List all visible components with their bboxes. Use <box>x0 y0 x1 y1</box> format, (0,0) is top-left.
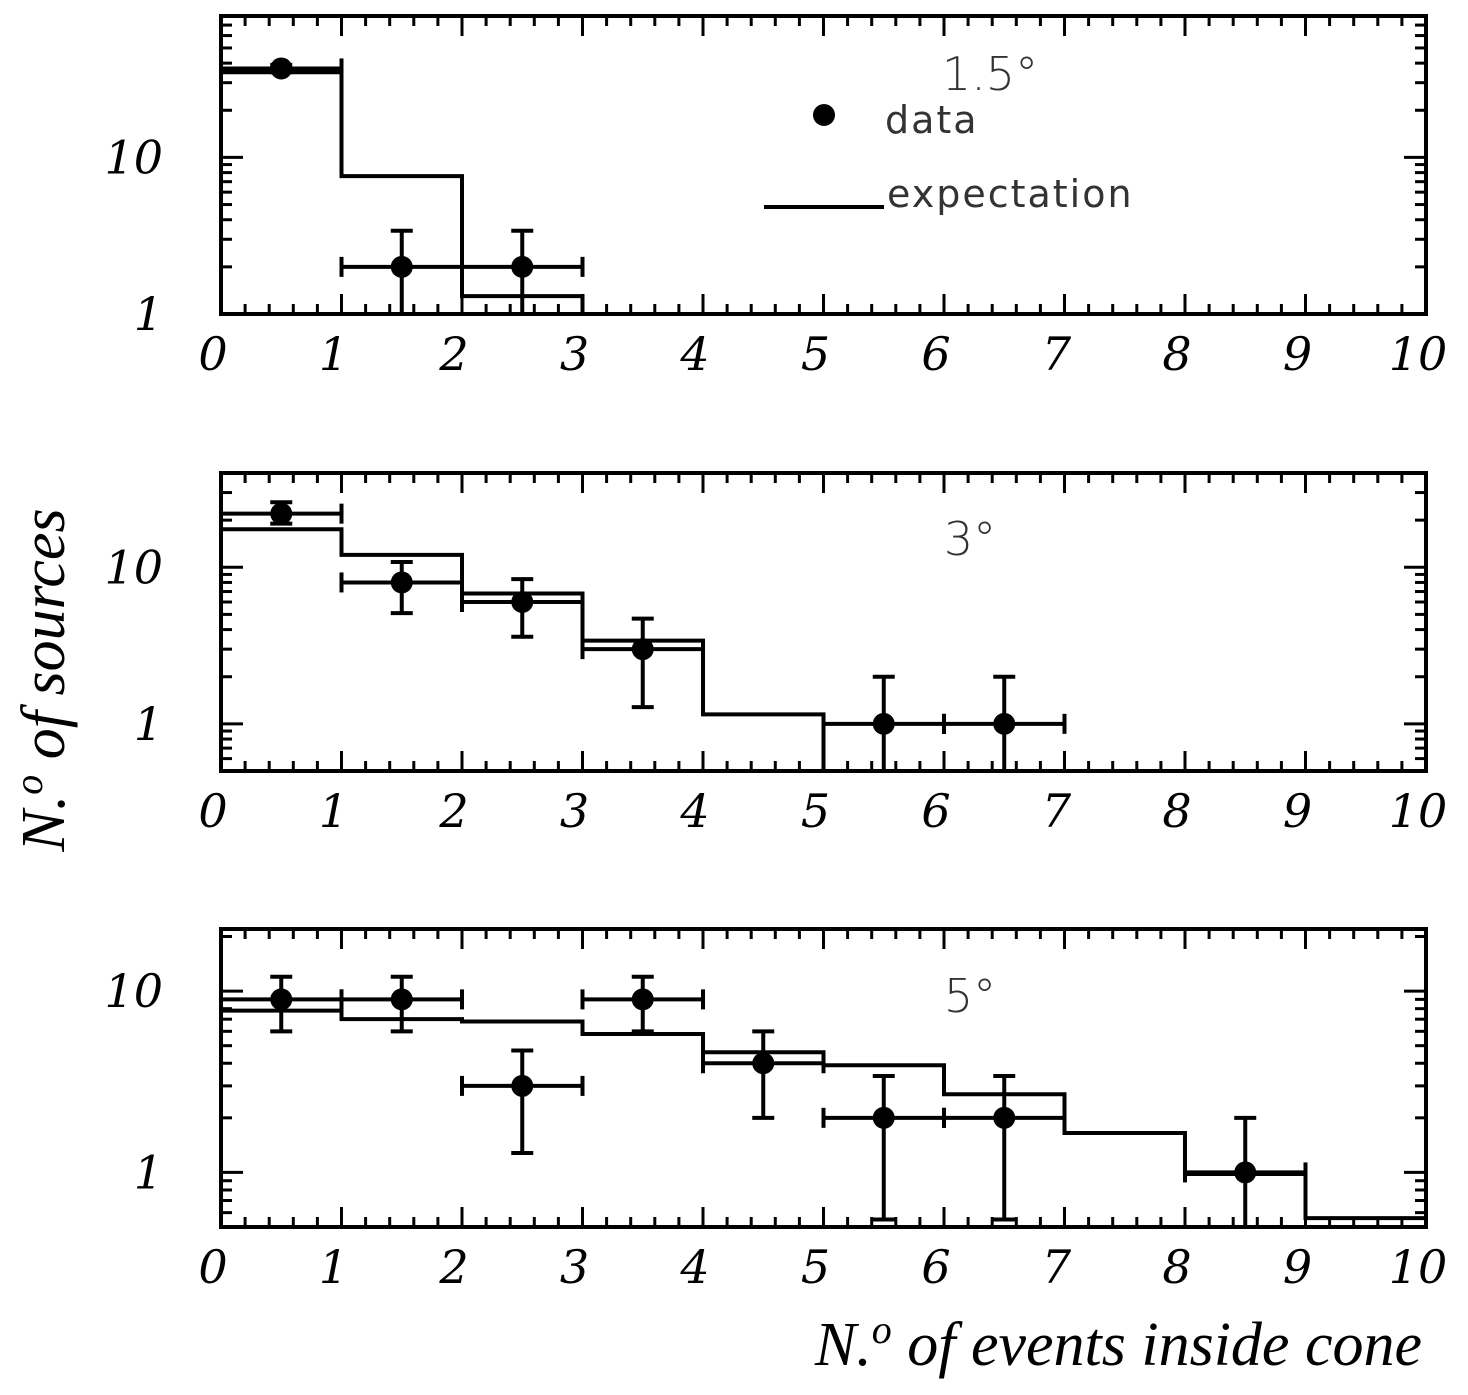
data-point <box>1183 1115 1308 1227</box>
data-marker <box>511 591 534 614</box>
data-point <box>219 500 344 526</box>
data-marker <box>270 502 293 525</box>
x-tick-label: 9 <box>1283 1240 1312 1294</box>
legend-data-label: data <box>885 98 979 142</box>
x-tick-label: 8 <box>1162 327 1191 381</box>
data-marker <box>390 988 413 1011</box>
legend-data-marker <box>813 104 835 126</box>
data-point <box>580 974 705 1034</box>
data-point <box>460 1048 585 1155</box>
x-tick-label: 4 <box>679 1240 709 1294</box>
data-point <box>339 974 464 1034</box>
data-marker <box>390 255 413 278</box>
data-marker <box>993 712 1016 735</box>
data-marker <box>752 1052 775 1075</box>
data-point <box>339 560 464 616</box>
x-tick-label: 1 <box>319 327 348 381</box>
data-point <box>821 1074 946 1222</box>
x-tick-label: 3 <box>560 784 589 838</box>
data-point <box>219 57 344 80</box>
data-point <box>821 674 946 771</box>
x-tick-label: 0 <box>198 1240 227 1294</box>
y-tick-label: 10 <box>104 130 163 184</box>
y-axis-title-main: N. <box>10 795 78 853</box>
x-tick-label: 6 <box>921 327 950 381</box>
x-tick-label: 6 <box>921 1240 950 1294</box>
x-tick-label: 8 <box>1162 784 1191 838</box>
data-marker <box>1234 1161 1257 1184</box>
y-ticks <box>221 14 1426 316</box>
legend: data expectation <box>764 98 1134 216</box>
x-tick-label: 6 <box>921 784 950 838</box>
x-tick-label: 4 <box>679 327 709 381</box>
y-axis-title: N.o of sources <box>6 508 78 852</box>
x-axis-title-sup: o <box>872 1307 892 1352</box>
x-tick-label: 2 <box>438 784 468 838</box>
y-axis-title-sup: o <box>6 775 51 795</box>
x-ticks <box>219 16 1428 314</box>
y-tick-label: 10 <box>104 964 163 1018</box>
x-tick-label: 10 <box>1389 327 1448 381</box>
data-marker <box>631 638 654 661</box>
data-marker <box>270 988 293 1011</box>
x-axis-title-rest: of events inside cone <box>892 1311 1422 1379</box>
data-marker <box>993 1106 1016 1129</box>
data-marker <box>511 255 534 278</box>
data-point <box>460 228 585 314</box>
x-tick-label: 10 <box>1389 784 1448 838</box>
x-tick-label: 8 <box>1162 1240 1191 1294</box>
data-marker <box>872 1106 895 1129</box>
data-point <box>339 228 464 314</box>
data-marker <box>270 57 293 80</box>
x-tick-label: 10 <box>1389 1240 1448 1294</box>
x-tick-label: 1 <box>319 1240 348 1294</box>
y-ticks <box>221 935 1426 1229</box>
data-marker <box>511 1074 534 1097</box>
x-axis-title-main: N. <box>814 1311 872 1379</box>
data-marker <box>390 571 413 594</box>
x-ticks <box>219 929 1428 1227</box>
legend-expectation-label: expectation <box>887 172 1134 216</box>
data-point <box>701 1029 826 1120</box>
data-marker <box>872 712 895 735</box>
data-point <box>460 577 585 639</box>
x-tick-label: 7 <box>1042 1240 1072 1294</box>
x-tick-label: 7 <box>1042 784 1072 838</box>
data-point <box>942 674 1067 771</box>
x-tick-label: 1 <box>319 784 348 838</box>
x-tick-label: 3 <box>560 327 589 381</box>
cone-angle-label: 5° <box>944 969 996 1023</box>
y-tick-label: 1 <box>134 1145 163 1199</box>
y-tick-label: 10 <box>104 540 163 594</box>
x-tick-label: 5 <box>801 327 830 381</box>
x-tick-label: 0 <box>198 784 227 838</box>
x-tick-label: 5 <box>801 784 830 838</box>
x-axis-title: N.o of events inside cone <box>814 1307 1422 1379</box>
x-tick-label: 9 <box>1283 784 1312 838</box>
y-axis-title-rest: of sources <box>10 508 78 774</box>
x-tick-label: 0 <box>198 327 227 381</box>
x-tick-label: 7 <box>1042 327 1072 381</box>
x-tick-label: 5 <box>801 1240 830 1294</box>
x-tick-label: 2 <box>438 327 468 381</box>
y-tick-label: 1 <box>134 697 163 751</box>
cone-angle-label: 3° <box>944 512 996 566</box>
x-tick-label: 2 <box>438 1240 468 1294</box>
x-tick-label: 3 <box>560 1240 589 1294</box>
data-point <box>580 616 705 710</box>
data-marker <box>631 988 654 1011</box>
x-ticks <box>219 473 1428 771</box>
y-tick-label: 1 <box>134 287 163 341</box>
x-tick-label: 9 <box>1283 327 1312 381</box>
cone-angle-label: 1.5° <box>942 47 1038 101</box>
data-point <box>942 1074 1067 1222</box>
data-point <box>219 974 344 1034</box>
x-tick-label: 4 <box>679 784 709 838</box>
